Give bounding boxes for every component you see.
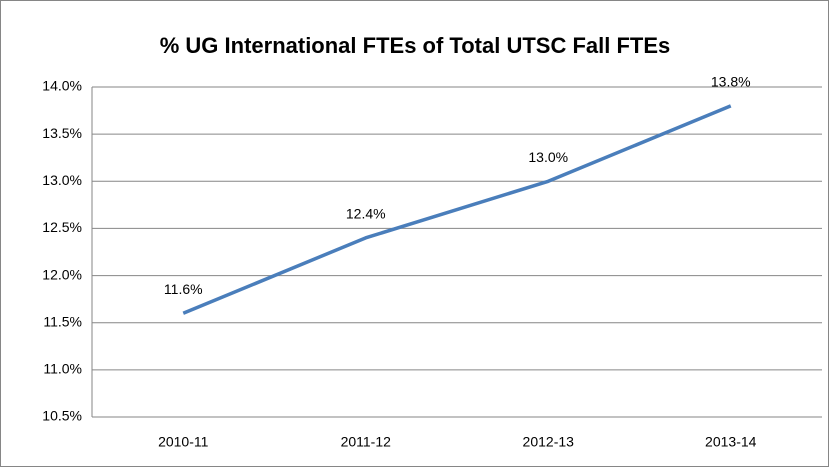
y-tick-label: 11.5% [43, 313, 82, 329]
x-tick-label: 2012-13 [523, 434, 575, 450]
data-label: 13.0% [528, 149, 568, 165]
x-tick-label: 2010-11 [158, 434, 209, 450]
data-label: 12.4% [346, 206, 386, 222]
y-tick-label: 10.5% [42, 408, 82, 424]
line [182, 104, 732, 315]
y-tick-label: 12.0% [42, 266, 82, 282]
y-tick-label: 14.0% [42, 78, 82, 94]
chart-title: % UG International FTEs of Total UTSC Fa… [160, 33, 671, 58]
x-tick-label: 2013-14 [705, 434, 757, 450]
y-tick-label: 11.0% [43, 361, 82, 377]
y-tick-label: 13.5% [42, 125, 82, 141]
y-tick-label: 12.5% [42, 219, 82, 235]
y-tick-label: 13.0% [42, 172, 82, 188]
data-label: 13.8% [711, 74, 751, 90]
x-tick-label: 2011-12 [341, 434, 392, 450]
data-label: 11.6% [164, 281, 203, 297]
